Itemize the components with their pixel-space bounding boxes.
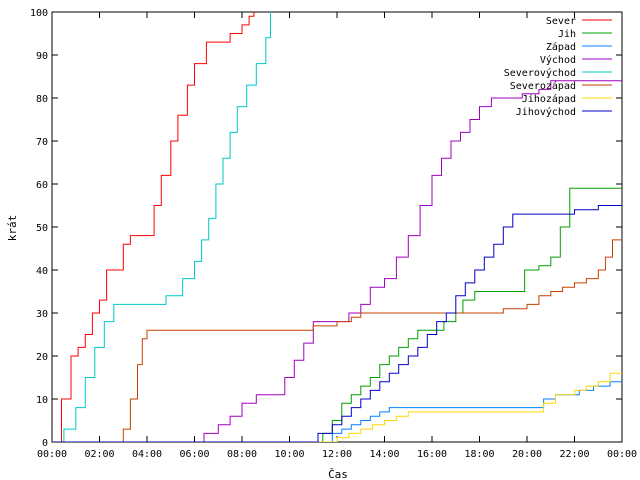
legend-label: Severozápad (510, 80, 576, 92)
y-tick-label: 70 (36, 137, 48, 148)
legend-label: Jihovýchod (516, 106, 576, 118)
x-tick-label: 08:00 (227, 449, 257, 460)
y-tick-label: 30 (36, 309, 48, 320)
x-tick-label: 12:00 (322, 449, 352, 460)
series-lines (52, 12, 622, 442)
legend-label: Jih (558, 29, 576, 40)
x-tick-label: 00:00 (607, 449, 637, 460)
y-tick-label: 80 (36, 94, 48, 105)
x-tick-label: 00:00 (37, 449, 67, 460)
series-line-5 (52, 239, 622, 442)
series-line-4 (52, 12, 271, 442)
x-axis-ticks: 00:00 02:00 04:00 06:00 08:00 10:00 12:00 14:00… (37, 12, 637, 460)
series-line-3 (52, 80, 622, 442)
x-tick-label: 10:00 (274, 449, 304, 460)
x-axis-label: Čas (328, 468, 348, 480)
series-line-0 (52, 12, 255, 442)
y-axis-label: krát (6, 215, 19, 242)
legend-label: Severovýchod (504, 67, 576, 79)
x-tick-label: 02:00 (84, 449, 114, 460)
series-line-7 (52, 205, 622, 442)
y-tick-label: 90 (36, 51, 48, 62)
x-tick-label: 20:00 (512, 449, 542, 460)
x-tick-label: 16:00 (417, 449, 447, 460)
legend: Sever JihZápadVýchodSeverovýchodSeverozáp… (504, 16, 612, 118)
legend-label: Sever (546, 16, 576, 27)
x-tick-label: 14:00 (369, 449, 399, 460)
legend-label: Západ (546, 41, 576, 53)
x-tick-label: 06:00 (179, 449, 209, 460)
series-line-2 (52, 381, 622, 442)
series-line-6 (52, 372, 622, 442)
x-tick-label: 18:00 (464, 449, 494, 460)
series-line-1 (52, 187, 622, 442)
legend-label: Jihozápad (522, 93, 576, 105)
y-tick-label: 10 (36, 395, 48, 406)
y-axis-ticks: 0 10 20 30 40 50 60 70 80 90 100 (30, 8, 622, 449)
y-tick-label: 20 (36, 352, 48, 363)
x-tick-label: 04:00 (132, 449, 162, 460)
y-tick-label: 100 (30, 8, 48, 19)
y-tick-label: 50 (36, 223, 48, 234)
legend-label: Východ (540, 54, 576, 66)
x-tick-label: 22:00 (559, 449, 589, 460)
y-tick-label: 0 (42, 438, 48, 449)
y-tick-label: 40 (36, 266, 48, 277)
y-tick-label: 60 (36, 180, 48, 191)
